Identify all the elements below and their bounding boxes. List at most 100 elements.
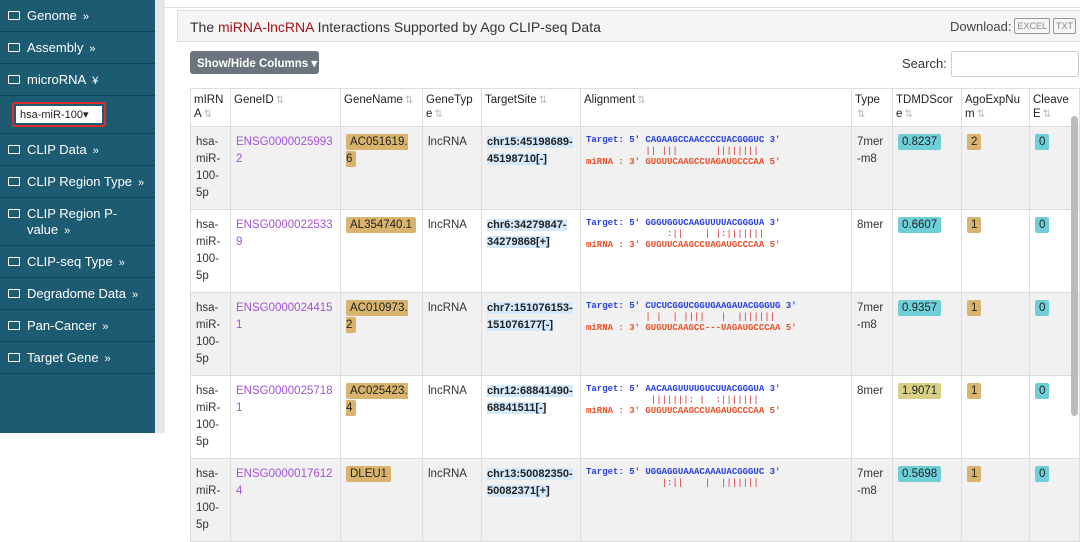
sidebar-item-pan-cancer[interactable]: Pan-Cancer» bbox=[0, 310, 155, 342]
table-scrollbar[interactable] bbox=[1071, 116, 1078, 416]
show-hide-columns-button[interactable]: Show/Hide Columns ▾ bbox=[190, 51, 319, 74]
sidebar-item-label: CLIP Region Type» bbox=[27, 174, 145, 189]
ago-badge: 1 bbox=[967, 466, 982, 482]
gene-name-badge: AC025423.4 bbox=[346, 383, 408, 416]
alignment-target: Target: 5' AACAAGUUUUGUCUUACGGGUA 3' bbox=[586, 384, 781, 394]
sort-icon[interactable]: ⇅ bbox=[904, 109, 913, 120]
sidebar-item-label: Pan-Cancer» bbox=[27, 318, 109, 333]
column-header-genetype[interactable]: GeneType ⇅ bbox=[422, 88, 482, 127]
gene-id-cell: ENSG00000225339 bbox=[230, 209, 341, 293]
tdmd-cell: 0.8237 bbox=[892, 126, 962, 210]
sort-icon[interactable]: ⇅ bbox=[1042, 109, 1052, 120]
ago-cell: 1 bbox=[961, 292, 1030, 376]
gene-id-cell: ENSG00000257181 bbox=[230, 375, 341, 459]
target-site-cell: chr12:68841490-68841511[-] bbox=[481, 375, 581, 459]
column-header-type[interactable]: Type ⇅ bbox=[851, 88, 893, 127]
folder-icon bbox=[8, 177, 20, 186]
gene-type-cell: lncRNA bbox=[422, 209, 482, 293]
gene-type-cell: lncRNA bbox=[422, 292, 482, 376]
gene-id-link[interactable]: ENSG00000244151 bbox=[236, 302, 333, 331]
column-header-mirna[interactable]: mIRNA ⇅ bbox=[190, 88, 231, 127]
folder-icon bbox=[8, 75, 20, 84]
chevron-icon: » bbox=[92, 145, 99, 157]
gene-id-cell: ENSG00000176124 bbox=[230, 458, 341, 542]
target-site-cell: chr15:45198689-45198710[-] bbox=[481, 126, 581, 210]
sort-icon[interactable]: ⇅ bbox=[637, 95, 646, 106]
gene-id-link[interactable]: ENSG00000225339 bbox=[236, 219, 333, 248]
type-cell: 8mer bbox=[851, 375, 893, 459]
ago-badge: 2 bbox=[967, 134, 982, 150]
gene-id-link[interactable]: ENSG00000176124 bbox=[236, 468, 333, 497]
sidebar-item-label: Degradome Data» bbox=[27, 286, 139, 301]
alignment-mirna: miRNA : 3' GUGUUCAAGCCUAGAUGCCCAA 5' bbox=[586, 240, 781, 250]
target-site-link[interactable]: chr7:151076153-151076177[-] bbox=[487, 302, 573, 331]
target-site-link[interactable]: chr12:68841490-68841511[-] bbox=[487, 385, 573, 414]
search-input[interactable] bbox=[951, 51, 1079, 77]
column-header-agoexpnum[interactable]: AgoExpNum ⇅ bbox=[961, 88, 1030, 127]
page-title: The miRNA-lncRNA Interactions Supported … bbox=[190, 19, 601, 35]
target-site-link[interactable]: chr13:50082350-50082371[+] bbox=[487, 468, 573, 497]
sidebar-item-clip-region-p-value[interactable]: CLIP Region P-value» bbox=[0, 198, 155, 246]
table-row: hsa-miR-100-5p ENSG00000244151 AC010973.… bbox=[190, 292, 1080, 376]
sort-icon[interactable]: ⇅ bbox=[275, 95, 285, 106]
search-label: Search: bbox=[902, 56, 947, 71]
download-excel-button[interactable]: EXCEL bbox=[1014, 18, 1050, 34]
panel-header: The miRNA-lncRNA Interactions Supported … bbox=[177, 10, 1080, 42]
chevron-icon: » bbox=[138, 177, 145, 189]
sidebar-item-clip-seq-type[interactable]: CLIP-seq Type» bbox=[0, 246, 155, 278]
chevron-icon: » bbox=[104, 353, 111, 365]
sidebar-item-genome[interactable]: Genome» bbox=[0, 0, 155, 32]
sidebar-item-target-gene[interactable]: Target Gene» bbox=[0, 342, 155, 374]
mirna-select[interactable]: hsa-miR-100▾ bbox=[16, 106, 102, 123]
chevron-icon: » bbox=[118, 257, 125, 269]
alignment-target: Target: 5' GGGUGGUCAAGUUUUACGGGUA 3' bbox=[586, 218, 781, 228]
sidebar-item-clip-data[interactable]: CLIP Data» bbox=[0, 134, 155, 166]
sort-icon[interactable]: ⇅ bbox=[976, 109, 985, 120]
sort-icon[interactable]: ⇅ bbox=[434, 109, 443, 120]
chevron-icon: » bbox=[132, 289, 139, 301]
gene-id-link[interactable]: ENSG00000259932 bbox=[236, 136, 333, 165]
sort-icon[interactable]: ⇅ bbox=[538, 95, 548, 106]
column-label: AgoExpNum bbox=[965, 94, 1020, 120]
alignment-cell: Target: 5' UGGAGGUAAACAAAUACGGGUC 3' |:|… bbox=[580, 458, 852, 542]
sidebar-item-microrna[interactable]: microRNA ¥ bbox=[0, 64, 155, 96]
alignment-cell: Target: 5' CUCUCGGUCGGUGAAGAUACGGGUG 3' … bbox=[580, 292, 852, 376]
folder-icon bbox=[8, 321, 20, 330]
column-header-cleavee[interactable]: CleaveE ⇅ bbox=[1029, 88, 1080, 127]
sidebar-item-label: Genome» bbox=[27, 8, 89, 23]
tdmd-cell: 1.9071 bbox=[892, 375, 962, 459]
sidebar-item-label: CLIP Region P-value» bbox=[27, 206, 118, 237]
alignment-target: Target: 5' UGGAGGUAAACAAAUACGGGUC 3' bbox=[586, 467, 781, 477]
sort-icon[interactable]: ⇅ bbox=[857, 109, 866, 120]
column-label: TargetSite bbox=[485, 94, 537, 106]
download-group: Download: EXCEL TXT bbox=[950, 18, 1076, 34]
ago-badge: 1 bbox=[967, 300, 982, 316]
column-header-targetsite[interactable]: TargetSite ⇅ bbox=[481, 88, 581, 127]
alignment-match: |||||||: | :||||||| bbox=[586, 395, 759, 405]
target-site-link[interactable]: chr6:34279847-34279868[+] bbox=[487, 219, 567, 248]
sidebar-item-assembly[interactable]: Assembly» bbox=[0, 32, 155, 64]
column-header-genename[interactable]: GeneName ⇅ bbox=[340, 88, 423, 127]
cleave-cell: 0 bbox=[1029, 458, 1080, 542]
download-txt-button[interactable]: TXT bbox=[1053, 18, 1076, 34]
column-header-geneid[interactable]: GeneID ⇅ bbox=[230, 88, 341, 127]
column-label: CleaveE bbox=[1033, 94, 1069, 120]
column-header-alignment[interactable]: Alignment ⇅ bbox=[580, 88, 852, 127]
cleave-badge: 0 bbox=[1035, 466, 1050, 482]
sidebar-item-degradome-data[interactable]: Degradome Data» bbox=[0, 278, 155, 310]
table-row: hsa-miR-100-5p ENSG00000257181 AC025423.… bbox=[190, 375, 1080, 459]
title-text: The bbox=[190, 19, 219, 35]
gene-id-link[interactable]: ENSG00000257181 bbox=[236, 385, 333, 414]
type-cell: 7mer-m8 bbox=[851, 292, 893, 376]
target-site-link[interactable]: chr15:45198689-45198710[-] bbox=[487, 136, 573, 165]
tdmd-cell: 0.5698 bbox=[892, 458, 962, 542]
tdmd-cell: 0.6607 bbox=[892, 209, 962, 293]
chevron-icon: » bbox=[82, 11, 89, 23]
sort-icon[interactable]: ⇅ bbox=[203, 109, 213, 120]
tdmd-badge: 1.9071 bbox=[898, 383, 942, 399]
alignment-mirna: miRNA : 3' GUGUUCAAGCC---UAGAUGCCCAA 5' bbox=[586, 323, 797, 333]
column-header-tdmdscore[interactable]: TDMDScore ⇅ bbox=[892, 88, 962, 127]
sidebar-item-label: microRNA ¥ bbox=[27, 72, 99, 87]
sidebar-item-clip-region-type[interactable]: CLIP Region Type» bbox=[0, 166, 155, 198]
sort-icon[interactable]: ⇅ bbox=[404, 95, 414, 106]
